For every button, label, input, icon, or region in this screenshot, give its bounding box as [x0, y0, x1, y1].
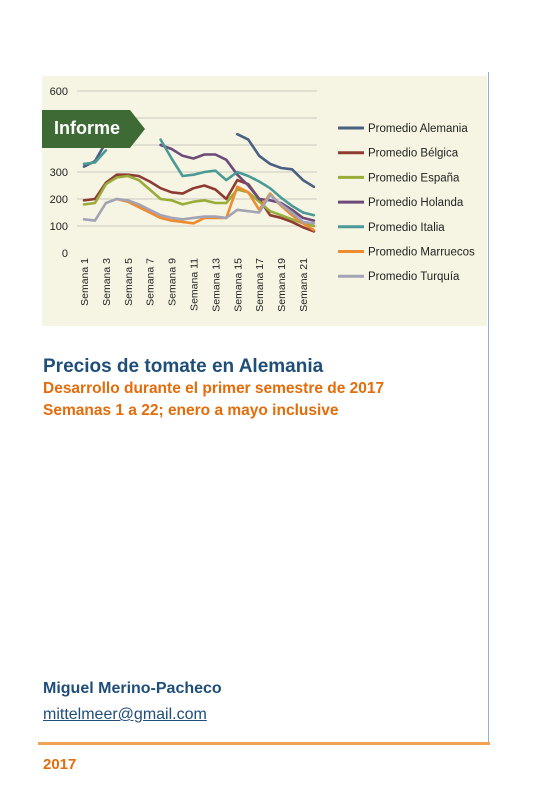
series-line	[82, 149, 108, 166]
legend-label: Promedio Italia	[368, 222, 445, 234]
x-tick-label: Semana 19	[276, 258, 288, 312]
legend-label: Promedio Alemania	[368, 123, 468, 135]
legend-label: Promedio Bélgica	[368, 148, 459, 160]
series-line	[82, 193, 316, 225]
legend-label: Promedio Holanda	[368, 197, 464, 209]
line-chart: 600 300 200 100 0 Semana 1 Semana 3 Semana 5 Sem…	[50, 86, 475, 312]
x-tick-label: Semana 15	[232, 258, 244, 312]
x-tick-label: Semana 3	[101, 258, 113, 306]
series-line	[159, 138, 316, 217]
y-tick-label: 300	[50, 167, 68, 179]
series-line	[236, 132, 316, 189]
legend-label: Promedio Marruecos	[368, 247, 475, 259]
document-subtitle-2: Semanas 1 a 22; enero a mayo inclusive	[43, 402, 339, 419]
document-year: 2017	[43, 756, 77, 773]
informe-banner	[42, 110, 145, 148]
series-line	[82, 174, 316, 228]
document-title: Precios de tomate en Alemania	[43, 356, 324, 377]
y-tick-label: 100	[50, 221, 68, 233]
y-tick-label: 200	[50, 194, 68, 206]
author-name: Miguel Merino-Pacheco	[43, 680, 222, 697]
chart-figure: 600 300 200 100 0 Semana 1 Semana 3 Semana 5 Sem…	[42, 76, 487, 326]
x-tick-label: Semana 17	[254, 258, 266, 312]
x-tick-label: Semana 9	[167, 258, 179, 306]
series-line	[82, 173, 316, 233]
author-email-link[interactable]: mittelmeer@gmail.com	[43, 706, 207, 723]
footer-divider	[38, 742, 490, 745]
page-right-border	[488, 72, 489, 744]
x-tick-label: Semana 11	[189, 258, 201, 311]
x-tick-label: Semana 21	[298, 258, 310, 312]
x-tick-label: Semana 1	[79, 258, 91, 306]
series-line	[159, 143, 316, 222]
x-tick-label: Semana 5	[123, 258, 135, 306]
document-subtitle: Desarrollo durante el primer semestre de…	[43, 380, 385, 397]
informe-banner-label: Informe	[54, 118, 121, 138]
legend-label: Promedio España	[368, 172, 460, 184]
y-tick-label: 0	[62, 248, 68, 260]
legend-label: Promedio Turquía	[368, 271, 460, 283]
x-tick-label: Semana 13	[210, 258, 222, 312]
x-tick-label: Semana 7	[145, 258, 157, 306]
y-tick-label: 600	[50, 86, 68, 98]
